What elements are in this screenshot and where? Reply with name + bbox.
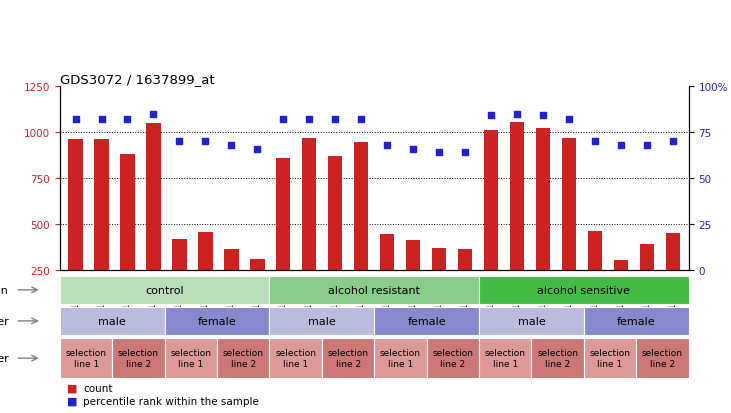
Text: alcohol resistant: alcohol resistant: [328, 285, 420, 295]
Bar: [584, 307, 689, 335]
Point: [148, 111, 159, 118]
Text: ■: ■: [67, 383, 77, 393]
Point: [564, 116, 575, 123]
Bar: [276, 159, 290, 271]
Text: alcohol sensitive: alcohol sensitive: [537, 285, 630, 295]
Text: control: control: [145, 285, 184, 295]
Bar: [69, 140, 83, 271]
Point: [667, 138, 679, 145]
Bar: [354, 143, 368, 271]
Bar: [510, 123, 524, 271]
Point: [330, 116, 341, 123]
Bar: [584, 338, 636, 378]
Point: [69, 116, 81, 123]
Point: [641, 142, 653, 149]
Point: [226, 142, 238, 149]
Text: selection
line 1: selection line 1: [380, 349, 421, 368]
Bar: [322, 338, 374, 378]
Bar: [484, 131, 499, 271]
Bar: [640, 245, 654, 271]
Point: [407, 146, 419, 152]
Text: selection
line 1: selection line 1: [66, 349, 107, 368]
Text: ■: ■: [67, 396, 77, 406]
Bar: [328, 157, 342, 271]
Bar: [60, 338, 113, 378]
Bar: [479, 276, 689, 304]
Bar: [458, 249, 472, 271]
Text: selection
line 2: selection line 2: [432, 349, 474, 368]
Point: [355, 116, 367, 123]
Bar: [614, 261, 628, 271]
Bar: [250, 259, 265, 271]
Point: [511, 111, 523, 118]
Bar: [270, 307, 374, 335]
Text: selection
line 2: selection line 2: [327, 349, 368, 368]
Text: female: female: [617, 316, 656, 326]
Text: selection
line 1: selection line 1: [485, 349, 526, 368]
Bar: [60, 276, 270, 304]
Bar: [302, 138, 317, 271]
Point: [303, 116, 315, 123]
Text: male: male: [518, 316, 545, 326]
Text: selection
line 2: selection line 2: [642, 349, 683, 368]
Bar: [113, 338, 164, 378]
Text: count: count: [83, 383, 113, 393]
Text: female: female: [198, 316, 236, 326]
Point: [278, 116, 289, 123]
Point: [485, 113, 497, 119]
Bar: [531, 338, 584, 378]
Text: percentile rank within the sample: percentile rank within the sample: [83, 396, 260, 406]
Text: strain: strain: [0, 285, 9, 295]
Point: [121, 116, 133, 123]
Bar: [636, 338, 689, 378]
Bar: [164, 338, 217, 378]
Text: other: other: [0, 353, 9, 363]
Point: [173, 138, 185, 145]
Bar: [60, 307, 164, 335]
Bar: [479, 307, 584, 335]
Bar: [198, 233, 213, 271]
Point: [251, 146, 263, 152]
Bar: [562, 138, 576, 271]
Bar: [374, 338, 427, 378]
Bar: [588, 232, 602, 271]
Text: male: male: [308, 316, 336, 326]
Bar: [427, 338, 479, 378]
Text: GDS3072 / 1637899_at: GDS3072 / 1637899_at: [60, 73, 215, 85]
Point: [96, 116, 107, 123]
Text: gender: gender: [0, 316, 9, 326]
Bar: [666, 234, 680, 271]
Point: [616, 142, 627, 149]
Point: [433, 150, 445, 156]
Bar: [406, 240, 420, 271]
Bar: [374, 307, 479, 335]
Point: [382, 142, 393, 149]
Bar: [94, 140, 109, 271]
Text: male: male: [99, 316, 126, 326]
Bar: [121, 155, 135, 271]
Point: [589, 138, 601, 145]
Text: selection
line 2: selection line 2: [118, 349, 159, 368]
Bar: [380, 235, 395, 271]
Text: selection
line 2: selection line 2: [537, 349, 578, 368]
Point: [200, 138, 211, 145]
Text: selection
line 1: selection line 1: [589, 349, 631, 368]
Bar: [432, 249, 447, 271]
Bar: [270, 338, 322, 378]
Bar: [173, 239, 186, 271]
Bar: [217, 338, 270, 378]
Bar: [146, 123, 161, 271]
Point: [537, 113, 549, 119]
Bar: [270, 276, 479, 304]
Text: selection
line 1: selection line 1: [170, 349, 211, 368]
Text: selection
line 2: selection line 2: [223, 349, 264, 368]
Text: female: female: [407, 316, 446, 326]
Bar: [536, 129, 550, 271]
Point: [459, 150, 471, 156]
Text: selection
line 1: selection line 1: [275, 349, 317, 368]
Bar: [164, 307, 270, 335]
Bar: [479, 338, 531, 378]
Bar: [224, 249, 238, 271]
